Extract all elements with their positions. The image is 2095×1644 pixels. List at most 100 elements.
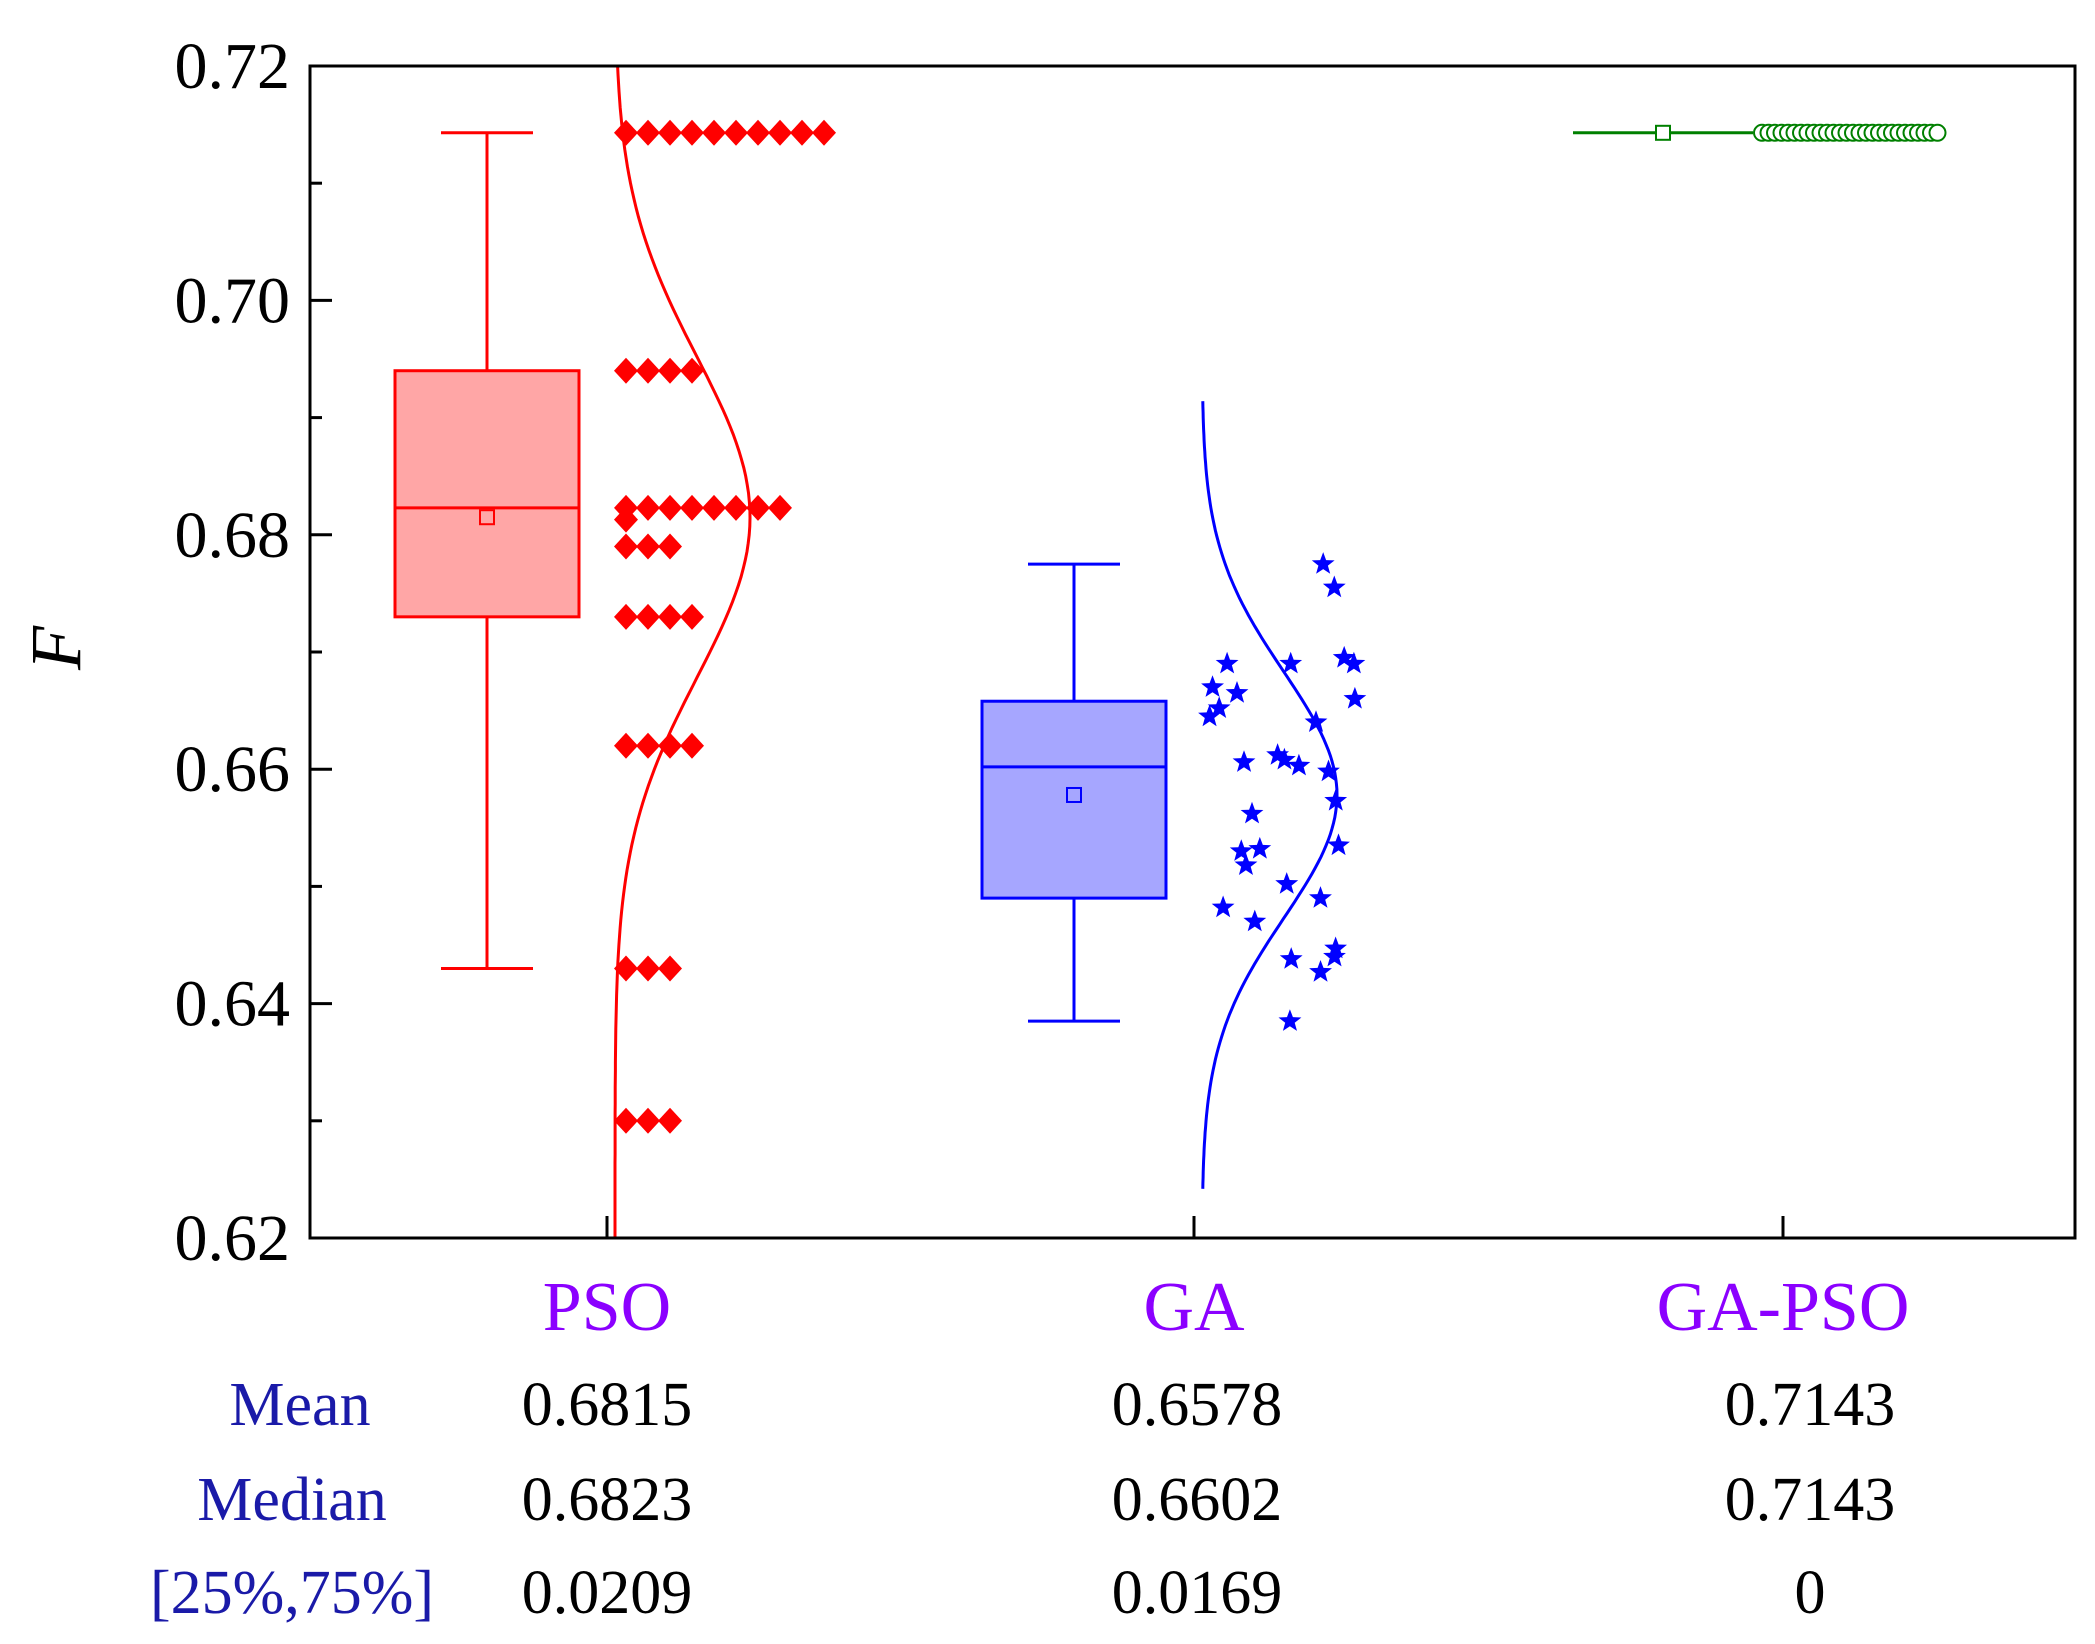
data-point (1332, 645, 1356, 668)
category-label-ga: GA (1143, 1269, 1245, 1346)
data-point (1278, 1009, 1302, 1031)
y-tick-label: 0.70 (175, 264, 291, 337)
box-ga (980, 562, 1168, 1023)
y-tick-labels: 0.62 0.64 0.66 0.68 0.70 0.72 (175, 30, 291, 1275)
points-ga-pso (1753, 123, 1947, 142)
data-point (1309, 886, 1332, 908)
stat-row-label-mean: Mean (229, 1371, 370, 1439)
y-tick-label: 0.62 (175, 1202, 291, 1275)
y-axis-label: F (16, 625, 96, 671)
data-point (1266, 743, 1289, 765)
data-point (1248, 836, 1272, 859)
stat-median-ga: 0.6602 (1112, 1466, 1283, 1534)
stat-iqr-pso: 0.0209 (522, 1559, 693, 1627)
data-point (746, 119, 770, 146)
data-point (1311, 552, 1335, 574)
axis-ticks (310, 64, 1785, 1240)
data-point (636, 732, 660, 759)
y-tick-label: 0.66 (175, 733, 291, 806)
data-point (680, 119, 704, 146)
y-tick-label: 0.72 (175, 30, 291, 103)
data-point (812, 119, 836, 146)
data-point (636, 494, 660, 521)
data-point (1324, 936, 1347, 959)
stat-mean-ga-pso: 0.7143 (1725, 1371, 1896, 1439)
mean-marker (479, 509, 495, 526)
data-point (1234, 853, 1258, 875)
y-tick-label: 0.64 (175, 968, 291, 1041)
data-point (614, 1107, 638, 1134)
data-point (636, 603, 660, 630)
data-point (1198, 704, 1221, 727)
distribution-curve-pso (613, 65, 752, 1238)
data-point (1207, 696, 1231, 718)
data-point (1201, 675, 1224, 697)
data-point (1229, 839, 1253, 861)
data-point (658, 494, 682, 521)
data-point (724, 494, 748, 521)
category-label-ga-pso: GA-PSO (1657, 1269, 1910, 1346)
data-point (636, 533, 660, 560)
data-point (614, 119, 638, 146)
category-label-pso: PSO (543, 1269, 671, 1346)
data-point (1240, 801, 1264, 824)
data-point (1322, 575, 1346, 598)
stat-iqr-ga-pso: 0 (1795, 1559, 1826, 1627)
data-point (1232, 750, 1256, 772)
data-point (680, 357, 704, 384)
data-point (636, 119, 660, 146)
data-point (680, 732, 704, 759)
box-pso (393, 131, 581, 970)
points-ga (1198, 552, 1367, 1031)
plot-area-frame (308, 64, 2077, 1240)
stat-median-pso: 0.6823 (522, 1466, 693, 1534)
data-point (614, 357, 638, 384)
data-point (658, 603, 682, 630)
data-point (724, 119, 748, 146)
data-point (636, 1107, 660, 1134)
data-point (702, 494, 726, 521)
data-point (636, 357, 660, 384)
data-point (614, 533, 638, 560)
stat-row-label-median: Median (197, 1466, 386, 1534)
points-pso (614, 119, 836, 1134)
stat-mean-ga: 0.6578 (1112, 1371, 1283, 1439)
data-point (680, 494, 704, 521)
data-point (1323, 944, 1346, 967)
stats-table: Mean 0.6815 0.6578 0.7143 Median 0.6823 … (150, 1371, 1895, 1627)
distribution-curves (613, 65, 1339, 1238)
data-point (702, 119, 726, 146)
data-point (1215, 651, 1239, 674)
data-point (1287, 753, 1311, 776)
data-point (1342, 651, 1366, 674)
iqr-box (393, 369, 581, 619)
data-point (768, 119, 792, 146)
data-point (1225, 681, 1249, 703)
stat-mean-pso: 0.6815 (522, 1371, 693, 1439)
iqr-box (980, 699, 1168, 900)
data-point (658, 119, 682, 146)
data-point (746, 494, 770, 521)
data-point (1273, 747, 1296, 770)
mean-marker (1066, 786, 1082, 803)
data-point (1928, 123, 1947, 142)
data-point (1211, 895, 1235, 918)
data-point (614, 506, 638, 533)
distribution-curve-ga (1201, 401, 1339, 1189)
boxes (393, 124, 1753, 1023)
stat-iqr-ga: 0.0169 (1112, 1559, 1283, 1627)
data-point (1279, 947, 1303, 969)
data-point (636, 955, 660, 982)
data-point (614, 732, 638, 759)
y-tick-label: 0.68 (175, 499, 291, 572)
data-point (658, 533, 682, 560)
data-point (1243, 909, 1267, 932)
x-category-labels: PSO GA GA-PSO (543, 1269, 1910, 1346)
stat-row-label-iqr: [25%,75%] (150, 1559, 434, 1627)
data-point (658, 955, 682, 982)
data-point (1327, 833, 1350, 856)
data-point (1309, 960, 1332, 982)
data-points (614, 119, 1947, 1134)
data-point (768, 494, 792, 521)
stat-median-ga-pso: 0.7143 (1725, 1466, 1896, 1534)
